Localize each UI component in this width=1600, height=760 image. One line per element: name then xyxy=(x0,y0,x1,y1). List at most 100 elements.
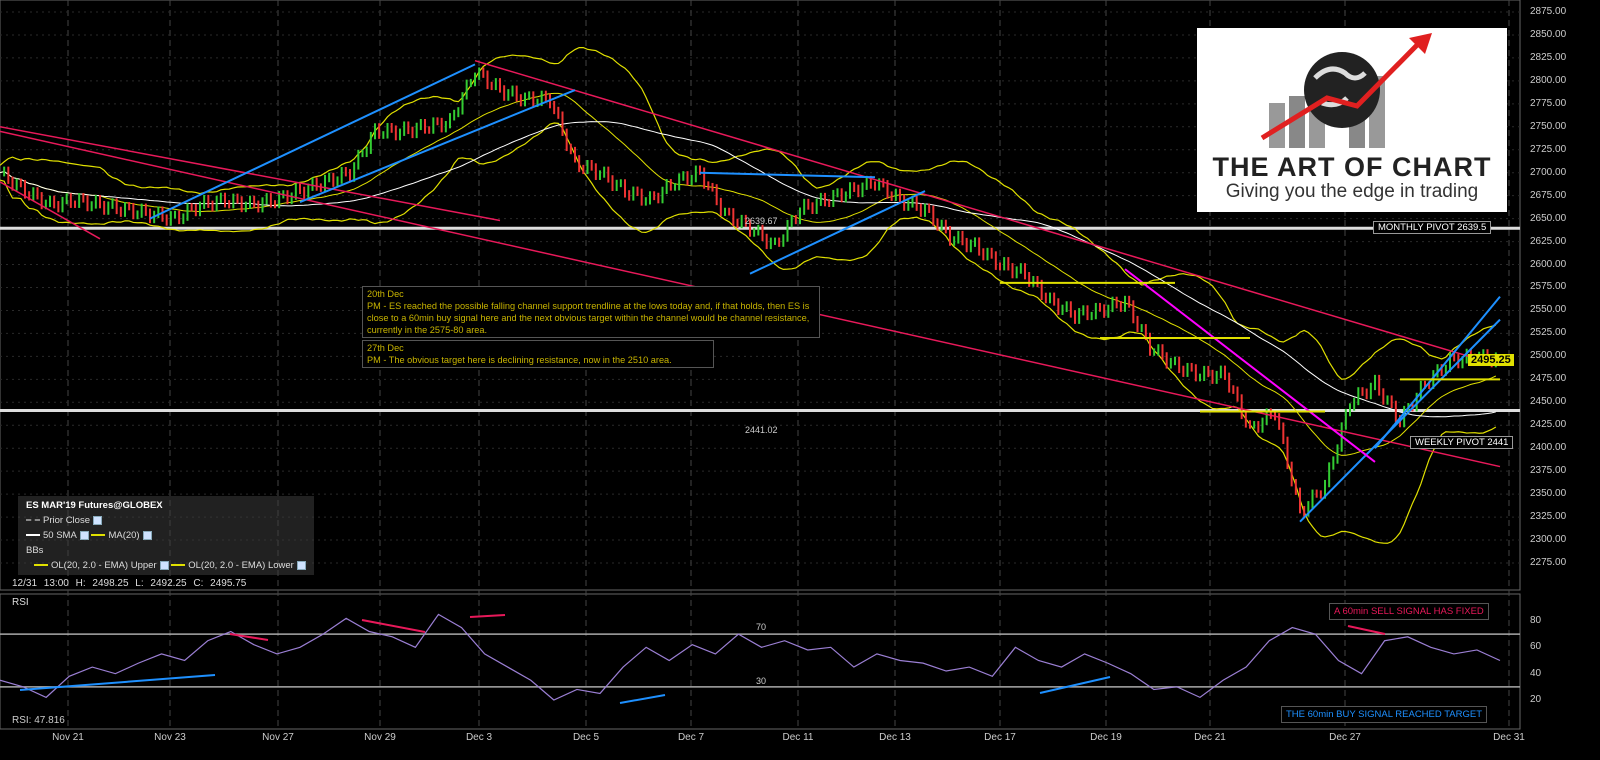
legend-panel: ES MAR'19 Futures@GLOBEX Prior Close 50 … xyxy=(18,496,314,575)
rsi-line xyxy=(0,613,1501,701)
x-tick-label: Dec 17 xyxy=(984,732,1016,743)
rsi-divergence-arrow xyxy=(619,694,666,704)
x-tick-label: Dec 31 xyxy=(1493,732,1525,743)
x-tick-label: Dec 27 xyxy=(1329,732,1361,743)
trendline xyxy=(0,181,101,240)
rsi-title: RSI xyxy=(12,597,29,608)
y-tick-label: 2775.00 xyxy=(1530,97,1567,109)
sma-checkbox[interactable] xyxy=(79,530,89,540)
bb-upper-checkbox[interactable] xyxy=(159,560,169,570)
y-tick-label: 2525.00 xyxy=(1530,327,1567,339)
note-title: 27th Dec xyxy=(367,343,404,353)
y-tick-label: 2275.00 xyxy=(1530,556,1567,568)
y-tick-label: 2450.00 xyxy=(1530,396,1567,408)
trendline xyxy=(149,63,476,220)
rsi-divergence-arrow xyxy=(1347,625,1386,635)
x-tick-label: Nov 27 xyxy=(262,732,294,743)
legend-prior-close: Prior Close xyxy=(43,515,90,526)
x-tick-label: Nov 21 xyxy=(52,732,84,743)
trendline xyxy=(749,190,926,275)
rsi-divergence-arrow xyxy=(1039,676,1111,694)
y-tick-label: 2675.00 xyxy=(1530,189,1567,201)
x-tick-label: Nov 23 xyxy=(154,732,186,743)
monthly-pivot-label: MONTHLY PIVOT 2639.5 xyxy=(1373,221,1492,234)
logo-tagline: Giving you the edge in trading xyxy=(1225,181,1479,202)
rsi-value: RSI: 47.816 xyxy=(12,715,65,726)
rsi-tick-label: 40 xyxy=(1530,667,1542,679)
logo-title: THE ART OF CHART xyxy=(1212,152,1492,182)
bb-lower-checkbox[interactable] xyxy=(296,560,306,570)
y-tick-label: 2825.00 xyxy=(1530,51,1567,63)
globe-arrow-icon xyxy=(1260,33,1432,148)
ohlc-readout: 12/31 13:00 H: 2498.25 L: 2492.25 C: 249… xyxy=(12,578,247,589)
y-tick-label: 2300.00 xyxy=(1530,534,1567,546)
legend-bbs: BBs xyxy=(26,545,44,556)
x-tick-label: Dec 7 xyxy=(677,732,705,743)
prior-close-checkbox[interactable] xyxy=(93,515,102,525)
legend-symbol: ES MAR'19 Futures@GLOBEX xyxy=(26,500,163,511)
y-tick-label: 2425.00 xyxy=(1530,419,1567,431)
y-tick-label: 2800.00 xyxy=(1530,74,1567,86)
y-tick-label: 2350.00 xyxy=(1530,488,1567,500)
y-tick-label: 2375.00 xyxy=(1530,465,1567,477)
prior-level-label: 2441.02 xyxy=(745,425,778,435)
x-tick-label: Dec 5 xyxy=(572,732,600,743)
y-tick-label: 2875.00 xyxy=(1530,6,1567,17)
x-tick-label: Nov 29 xyxy=(364,732,396,743)
y-tick-label: 2400.00 xyxy=(1530,442,1567,454)
y-tick-label: 2750.00 xyxy=(1530,120,1567,132)
x-tick-label: Dec 21 xyxy=(1194,732,1226,743)
rsi-tick-label: 60 xyxy=(1530,641,1542,653)
rsi-panel xyxy=(0,593,1521,730)
last-price-marker: 2495.25 xyxy=(1468,354,1514,366)
rsi-tick-label: 80 xyxy=(1530,614,1542,626)
note-body: PM - The obvious target here is declinin… xyxy=(367,355,672,365)
sell-signal-label: A 60min SELL SIGNAL HAS FIXED xyxy=(1329,603,1489,620)
y-tick-label: 2850.00 xyxy=(1530,28,1567,40)
x-tick-label: Dec 3 xyxy=(465,732,493,743)
trendline xyxy=(1299,318,1501,523)
prior-level-label: 2639.67 xyxy=(745,216,778,226)
legend-sma: 50 SMA xyxy=(43,530,77,541)
y-tick-label: 2325.00 xyxy=(1530,511,1567,523)
x-tick-label: Dec 11 xyxy=(782,732,814,743)
rsi-tick-label: 20 xyxy=(1530,694,1542,705)
y-tick-label: 2475.00 xyxy=(1530,373,1567,385)
rsi-level-30: 30 xyxy=(756,676,767,686)
trendline xyxy=(1124,268,1376,463)
weekly-pivot-label: WEEKLY PIVOT 2441 xyxy=(1410,436,1514,449)
x-tick-label: Dec 13 xyxy=(879,732,911,743)
logo: THE ART OF CHART Giving you the edge in … xyxy=(1197,28,1507,212)
rsi-divergence-arrow xyxy=(19,674,216,691)
y-tick-label: 2650.00 xyxy=(1530,212,1567,224)
buy-signal-label: THE 60min BUY SIGNAL REACHED TARGET xyxy=(1281,706,1488,723)
rsi-divergence-arrow xyxy=(361,619,426,633)
y-tick-label: 2550.00 xyxy=(1530,304,1567,316)
trendline xyxy=(1374,296,1501,449)
y-tick-label: 2575.00 xyxy=(1530,281,1567,293)
trendline xyxy=(699,171,876,179)
note-title: 20th Dec xyxy=(367,289,404,299)
trendline xyxy=(0,126,501,222)
trendline xyxy=(474,59,1501,367)
y-tick-label: 2500.00 xyxy=(1530,350,1567,362)
bb-upper-line xyxy=(0,46,1497,380)
note-27-dec: 27th Dec PM - The obvious target here is… xyxy=(362,340,714,368)
legend-bb-upper: OL(20, 2.0 - EMA) Upper xyxy=(51,560,157,571)
legend-ma: MA(20) xyxy=(108,530,140,541)
y-tick-label: 2600.00 xyxy=(1530,258,1567,270)
y-tick-label: 2725.00 xyxy=(1530,143,1567,155)
y-tick-label: 2625.00 xyxy=(1530,235,1567,247)
notes-stack: 20th Dec PM - ES reached the possible fa… xyxy=(362,286,820,368)
ma-checkbox[interactable] xyxy=(142,530,152,540)
note-20-dec: 20th Dec PM - ES reached the possible fa… xyxy=(362,286,820,338)
legend-bb-lower: OL(20, 2.0 - EMA) Lower xyxy=(188,560,294,571)
x-tick-label: Dec 19 xyxy=(1090,732,1122,743)
y-tick-label: 2700.00 xyxy=(1530,166,1567,178)
rsi-divergence-arrow xyxy=(469,614,506,618)
note-body: PM - ES reached the possible falling cha… xyxy=(367,301,810,335)
trendline xyxy=(299,89,576,204)
rsi-level-70: 70 xyxy=(756,622,767,632)
rsi-divergence-arrow xyxy=(229,633,269,641)
